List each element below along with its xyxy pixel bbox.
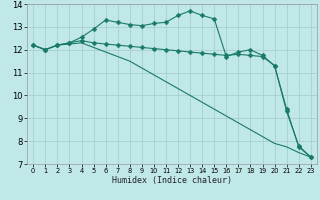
X-axis label: Humidex (Indice chaleur): Humidex (Indice chaleur) (112, 176, 232, 185)
